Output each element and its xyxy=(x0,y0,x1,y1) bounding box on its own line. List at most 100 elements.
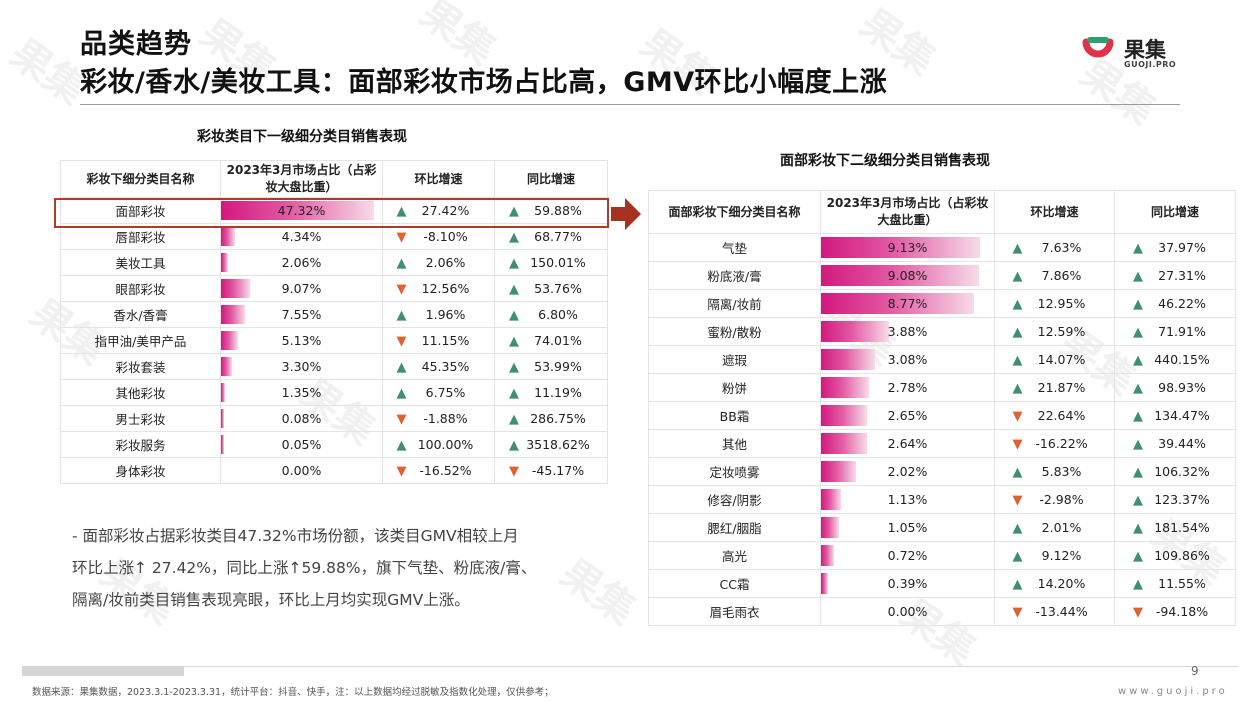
arrow-up-icon: ▲ xyxy=(1012,352,1023,368)
row-share-cell: 9.07% xyxy=(220,275,383,302)
row-category-name: 其他 xyxy=(648,429,821,458)
mom-value: 12.56% xyxy=(421,280,470,296)
share-bar xyxy=(821,573,828,594)
arrow-up-icon: ▲ xyxy=(396,307,407,323)
yoy-value: 53.76% xyxy=(534,280,582,296)
row-share-cell: 1.35% xyxy=(220,379,383,406)
row-share-cell: 2.64% xyxy=(820,429,995,458)
table-row: 蜜粉/散粉 3.88% ▲ 12.59% ▲ 71.91% xyxy=(648,317,1236,346)
share-bar xyxy=(821,405,868,426)
arrow-up-icon: ▲ xyxy=(509,385,519,401)
row-mom-cell: ▲ 100.00% xyxy=(382,431,495,458)
arrow-up-icon: ▲ xyxy=(509,333,519,349)
mom-value: -16.22% xyxy=(1035,435,1088,451)
arrow-up-icon: ▲ xyxy=(509,255,519,271)
share-value: 1.13% xyxy=(887,492,928,507)
arrow-up-icon: ▲ xyxy=(396,255,407,271)
row-share-cell: 2.02% xyxy=(820,457,995,486)
arrow-right-icon xyxy=(611,198,641,230)
mom-value: 5.83% xyxy=(1041,463,1082,479)
share-value: 47.32% xyxy=(277,203,326,218)
yoy-value: 109.86% xyxy=(1154,547,1210,563)
row-yoy-cell: ▲ 123.37% xyxy=(1114,485,1236,514)
share-bar xyxy=(821,293,974,314)
mom-value: 9.12% xyxy=(1041,547,1082,563)
share-value: 9.07% xyxy=(281,281,322,296)
row-yoy-cell: ▲ 53.99% xyxy=(494,353,608,380)
row-yoy-cell: ▲ 53.76% xyxy=(494,275,608,302)
arrow-up-icon: ▲ xyxy=(509,437,519,453)
table1-body: 面部彩妆 47.32% ▲ 27.42% ▲ 59.88% 唇部彩妆 4.34% ▼ -8.10%… xyxy=(60,197,608,484)
share-bar xyxy=(221,331,238,350)
row-share-cell: 2.06% xyxy=(220,249,383,276)
row-yoy-cell: ▲ 11.55% xyxy=(1114,569,1236,598)
arrow-up-icon: ▲ xyxy=(1012,324,1023,340)
arrow-up-icon: ▲ xyxy=(509,281,519,297)
table-row: 定妆喷雾 2.02% ▲ 5.83% ▲ 106.32% xyxy=(648,457,1236,486)
row-category-name: BB霜 xyxy=(648,401,821,430)
table2-header-share: 2023年3月市场占比（占彩妆大盘比重） xyxy=(820,190,995,234)
yoy-value: 11.55% xyxy=(1158,575,1206,591)
row-yoy-cell: ▲ 27.31% xyxy=(1114,261,1236,290)
mom-value: 22.64% xyxy=(1037,407,1086,423)
row-category-name: 隔离/妆前 xyxy=(648,289,821,318)
mom-value: 21.87% xyxy=(1037,379,1086,395)
row-share-cell: 1.13% xyxy=(820,485,995,514)
share-bar xyxy=(221,253,228,272)
row-share-cell: 0.05% xyxy=(220,431,383,458)
table-row: 修容/阴影 1.13% ▼ -2.98% ▲ 123.37% xyxy=(648,485,1236,514)
yoy-value: 39.44% xyxy=(1158,435,1206,451)
row-share-cell: 7.55% xyxy=(220,301,383,328)
share-value: 2.64% xyxy=(887,436,928,451)
mom-value: 14.20% xyxy=(1037,575,1086,591)
arrow-up-icon: ▲ xyxy=(1133,408,1143,424)
mom-value: 7.86% xyxy=(1041,267,1082,283)
row-category-name: 粉底液/膏 xyxy=(648,261,821,290)
share-value: 0.00% xyxy=(887,604,928,619)
row-category-name: 其他彩妆 xyxy=(60,379,221,406)
row-category-name: 美妆工具 xyxy=(60,249,221,276)
row-category-name: 眉毛雨衣 xyxy=(648,597,821,626)
description-line: 隔离/妆前类目销售表现亮眼，环比上月均实现GMV上涨。 xyxy=(72,591,470,609)
table1-header-name: 彩妆下细分类目名称 xyxy=(60,160,221,198)
row-category-name: 遮瑕 xyxy=(648,345,821,374)
arrow-up-icon: ▲ xyxy=(1133,492,1143,508)
table-row: 眼部彩妆 9.07% ▼ 12.56% ▲ 53.76% xyxy=(60,275,608,302)
arrow-up-icon: ▲ xyxy=(1133,380,1143,396)
mom-value: 27.42% xyxy=(421,202,470,218)
share-bar xyxy=(821,517,840,538)
row-category-name: 修容/阴影 xyxy=(648,485,821,514)
row-yoy-cell: ▲ 150.01% xyxy=(494,249,608,276)
arrow-down-icon: ▼ xyxy=(396,281,407,297)
row-share-cell: 3.30% xyxy=(220,353,383,380)
share-value: 0.08% xyxy=(281,411,322,426)
row-share-cell: 0.00% xyxy=(220,457,383,484)
row-mom-cell: ▼ 12.56% xyxy=(382,275,495,302)
table1-header-yoy: 同比增速 xyxy=(494,160,608,198)
arrow-up-icon: ▲ xyxy=(1012,464,1023,480)
table2-header-yoy: 同比增速 xyxy=(1114,190,1236,234)
row-share-cell: 5.13% xyxy=(220,327,383,354)
table-row: 指甲油/美甲产品 5.13% ▼ 11.15% ▲ 74.01% xyxy=(60,327,608,354)
share-value: 3.08% xyxy=(887,352,928,367)
yoy-value: 37.97% xyxy=(1158,239,1206,255)
mom-value: -8.10% xyxy=(423,228,468,244)
table-row: 腮红/胭脂 1.05% ▲ 2.01% ▲ 181.54% xyxy=(648,513,1236,542)
arrow-down-icon: ▼ xyxy=(396,333,407,349)
row-share-cell: 0.08% xyxy=(220,405,383,432)
share-value: 0.05% xyxy=(281,437,322,452)
yoy-value: 11.19% xyxy=(534,384,582,400)
share-bar xyxy=(221,383,226,402)
arrow-up-icon: ▲ xyxy=(1012,576,1023,592)
mom-value: 100.00% xyxy=(417,436,474,452)
row-mom-cell: ▼ 11.15% xyxy=(382,327,495,354)
yoy-value: 53.99% xyxy=(534,358,582,374)
table-row: 彩妆套装 3.30% ▲ 45.35% ▲ 53.99% xyxy=(60,353,608,380)
yoy-value: 59.88% xyxy=(534,202,582,218)
share-bar xyxy=(821,489,841,510)
share-value: 4.34% xyxy=(281,229,322,244)
section-title: 品类趋势 xyxy=(80,29,192,60)
row-mom-cell: ▲ 12.95% xyxy=(994,289,1115,318)
row-yoy-cell: ▲ 71.91% xyxy=(1114,317,1236,346)
